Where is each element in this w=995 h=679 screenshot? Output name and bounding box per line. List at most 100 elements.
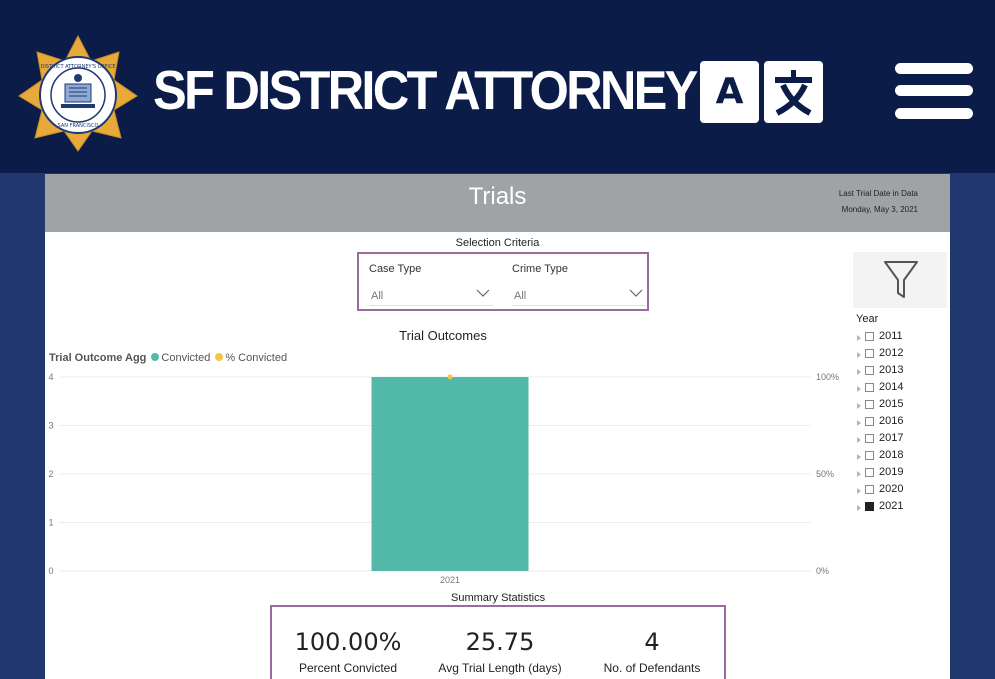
crime-type-dropdown[interactable]: All [512, 282, 646, 306]
expand-arrow-icon[interactable] [857, 352, 861, 358]
hamburger-menu-icon[interactable] [895, 63, 973, 119]
y-right-tick-label: 0% [816, 566, 829, 576]
checkbox[interactable] [865, 434, 874, 443]
checkbox[interactable] [865, 349, 874, 358]
checkbox[interactable] [865, 468, 874, 477]
site-header: DISTRICT ATTORNEY'S OFFICE SAN FRANCISCO… [0, 0, 995, 173]
translate-icon [775, 70, 812, 116]
year-item-2018[interactable]: 2018 [855, 448, 945, 465]
expand-arrow-icon[interactable] [857, 386, 861, 392]
expand-arrow-icon[interactable] [857, 420, 861, 426]
year-item-2011[interactable]: 2011 [855, 329, 945, 346]
y-left-tick-label: 4 [48, 372, 53, 382]
expand-arrow-icon[interactable] [857, 369, 861, 375]
year-item-label: 2011 [879, 330, 903, 342]
selection-criteria-title: Selection Criteria [455, 237, 540, 249]
legend-swatch-convicted [151, 353, 160, 361]
chart-title: Trial Outcomes [399, 328, 487, 343]
filter-button[interactable] [853, 252, 947, 308]
summary-statistics-box: 100.00% Percent Convicted 25.75 Avg Tria… [270, 605, 726, 679]
chart-legend: Trial Outcome Agg Convicted % Convicted [49, 352, 287, 364]
year-item-label: 2015 [879, 398, 904, 410]
chevron-down-icon [476, 289, 490, 297]
last-trial-date-card: Last Trial Date in Data Monday, May 3, 2… [778, 186, 918, 218]
year-item-label: 2016 [879, 415, 904, 427]
report-canvas: Trials Last Trial Date in Data Monday, M… [45, 174, 950, 679]
year-slicer-label: Year [856, 313, 879, 325]
translate-latin-tile: A [700, 61, 759, 123]
translate-latin-glyph: A [715, 71, 744, 112]
expand-arrow-icon[interactable] [857, 437, 861, 443]
legend-item-pct-convicted[interactable]: % Convicted [225, 352, 288, 364]
year-item-2012[interactable]: 2012 [855, 346, 945, 363]
case-type-slicer: Case Type All [369, 254, 499, 309]
year-item-2015[interactable]: 2015 [855, 397, 945, 414]
report-title-bar: Trials Last Trial Date in Data Monday, M… [45, 174, 950, 232]
expand-arrow-icon[interactable] [857, 471, 861, 477]
expand-arrow-icon[interactable] [857, 488, 861, 494]
y-left-tick-label: 0 [48, 566, 53, 576]
expand-arrow-icon[interactable] [857, 403, 861, 409]
year-item-label: 2020 [879, 483, 904, 495]
year-item-2017[interactable]: 2017 [855, 431, 945, 448]
checkbox[interactable] [865, 400, 874, 409]
year-item-label: 2018 [879, 449, 904, 461]
funnel-icon [884, 261, 918, 298]
crime-type-value: All [514, 290, 527, 302]
bar-convicted[interactable] [371, 377, 529, 571]
y-right-tick-label: 50% [816, 469, 834, 479]
last-trial-date-value: Monday, May 3, 2021 [841, 205, 918, 214]
year-item-label: 2013 [879, 364, 904, 376]
case-type-dropdown[interactable]: All [369, 282, 493, 306]
year-item-2014[interactable]: 2014 [855, 380, 945, 397]
point-pct-convicted[interactable] [447, 374, 453, 380]
avg-trial-length-caption: Avg Trial Length (days) [438, 661, 562, 675]
site-title[interactable]: SF DISTRICT ATTORNEY [153, 59, 698, 121]
checkbox[interactable] [865, 451, 874, 460]
trial-outcomes-chart: 0 1 2 3 4 0% 50% 100% 2021 [48, 372, 839, 585]
year-item-label: 2014 [879, 381, 904, 393]
sf-da-badge-logo[interactable]: DISTRICT ATTORNEY'S OFFICE SAN FRANCISCO [17, 34, 139, 152]
avg-trial-length-card: 25.75 Avg Trial Length (days) [424, 625, 576, 675]
y-left-tick-label: 3 [48, 421, 53, 431]
checkbox[interactable] [865, 502, 874, 511]
defendants-value: 4 [644, 628, 660, 656]
year-item-2016[interactable]: 2016 [855, 414, 945, 431]
year-item-2020[interactable]: 2020 [855, 482, 945, 499]
badge-text-top: DISTRICT ATTORNEY'S OFFICE [40, 64, 115, 70]
last-trial-date-label: Last Trial Date in Data [838, 189, 918, 198]
badge-text-bottom: SAN FRANCISCO [58, 123, 99, 129]
crime-type-label: Crime Type [512, 263, 569, 275]
year-item-label: 2021 [879, 500, 904, 512]
y-left-tick-label: 2 [48, 469, 53, 479]
year-item-label: 2017 [879, 432, 904, 444]
checkbox[interactable] [865, 383, 874, 392]
legend-item-convicted[interactable]: Convicted [161, 352, 211, 364]
percent-convicted-value: 100.00% [294, 628, 402, 656]
expand-arrow-icon[interactable] [857, 454, 861, 460]
year-item-2013[interactable]: 2013 [855, 363, 945, 380]
defendants-card: 4 No. of Defendants [576, 625, 728, 675]
crime-type-slicer: Crime Type All [512, 254, 646, 309]
translate-button[interactable]: A 文 [700, 61, 823, 123]
year-slicer-list: 2011 2012 2013 2014 2015 2016 2017 2018 2019 2020… [855, 329, 945, 516]
translate-cjk-tile: 文 [764, 61, 823, 123]
checkbox[interactable] [865, 485, 874, 494]
percent-convicted-card: 100.00% Percent Convicted [272, 625, 424, 675]
x-tick-label: 2021 [440, 575, 460, 585]
year-item-2019[interactable]: 2019 [855, 465, 945, 482]
chevron-down-icon [629, 289, 643, 297]
case-type-value: All [371, 290, 384, 302]
checkbox[interactable] [865, 417, 874, 426]
expand-arrow-icon[interactable] [857, 335, 861, 341]
avg-trial-length-value: 25.75 [465, 628, 535, 656]
expand-arrow-icon[interactable] [857, 505, 861, 511]
summary-statistics-title: Summary Statistics [451, 592, 546, 604]
year-item-label: 2012 [879, 347, 904, 359]
year-item-2021[interactable]: 2021 [855, 499, 945, 516]
year-item-label: 2019 [879, 466, 904, 478]
y-left-tick-label: 1 [48, 518, 53, 528]
checkbox[interactable] [865, 366, 874, 375]
report-title: Trials [468, 183, 527, 210]
checkbox[interactable] [865, 332, 874, 341]
